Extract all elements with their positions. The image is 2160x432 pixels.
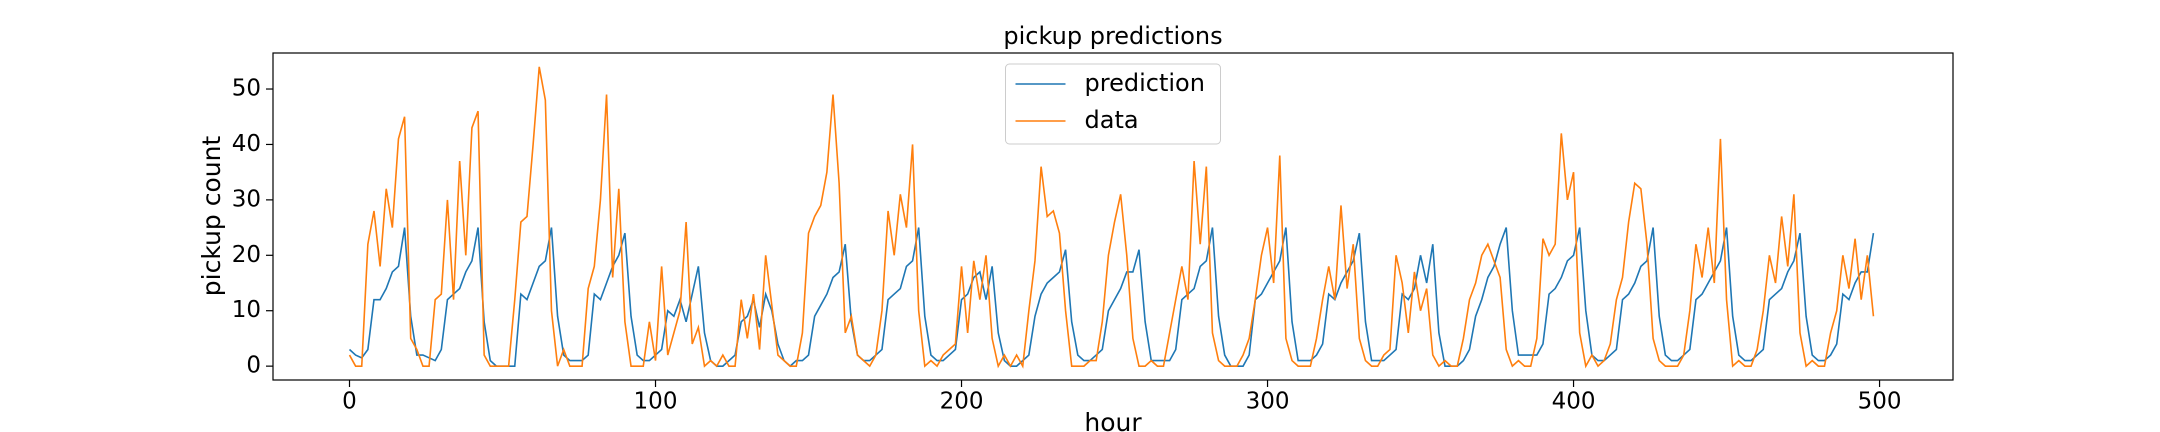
chart-title: pickup predictions xyxy=(1003,22,1222,50)
x-tick-label: 0 xyxy=(342,389,357,415)
y-tick-label: 20 xyxy=(232,242,261,268)
x-tick-label: 400 xyxy=(1552,389,1596,415)
y-axis-label: pickup count xyxy=(197,136,226,297)
series-line xyxy=(348,227,1875,368)
plot-frame xyxy=(272,52,1954,381)
x-tick-label: 100 xyxy=(634,389,678,415)
y-tick-label: 30 xyxy=(232,186,261,212)
y-tick-label: 40 xyxy=(232,131,261,157)
legend-label: prediction xyxy=(1085,69,1205,97)
y-tick-label: 50 xyxy=(232,76,261,102)
legend-label: data xyxy=(1085,106,1139,134)
y-tick-label: 0 xyxy=(246,353,261,379)
x-tick-label: 500 xyxy=(1858,389,1902,415)
x-tick-label: 200 xyxy=(940,389,984,415)
x-axis-label: hour xyxy=(1084,408,1142,432)
y-tick-label: 10 xyxy=(232,297,261,323)
series-line xyxy=(348,66,1875,369)
x-tick-label: 300 xyxy=(1246,389,1290,415)
legend: prediction data xyxy=(1005,63,1221,145)
